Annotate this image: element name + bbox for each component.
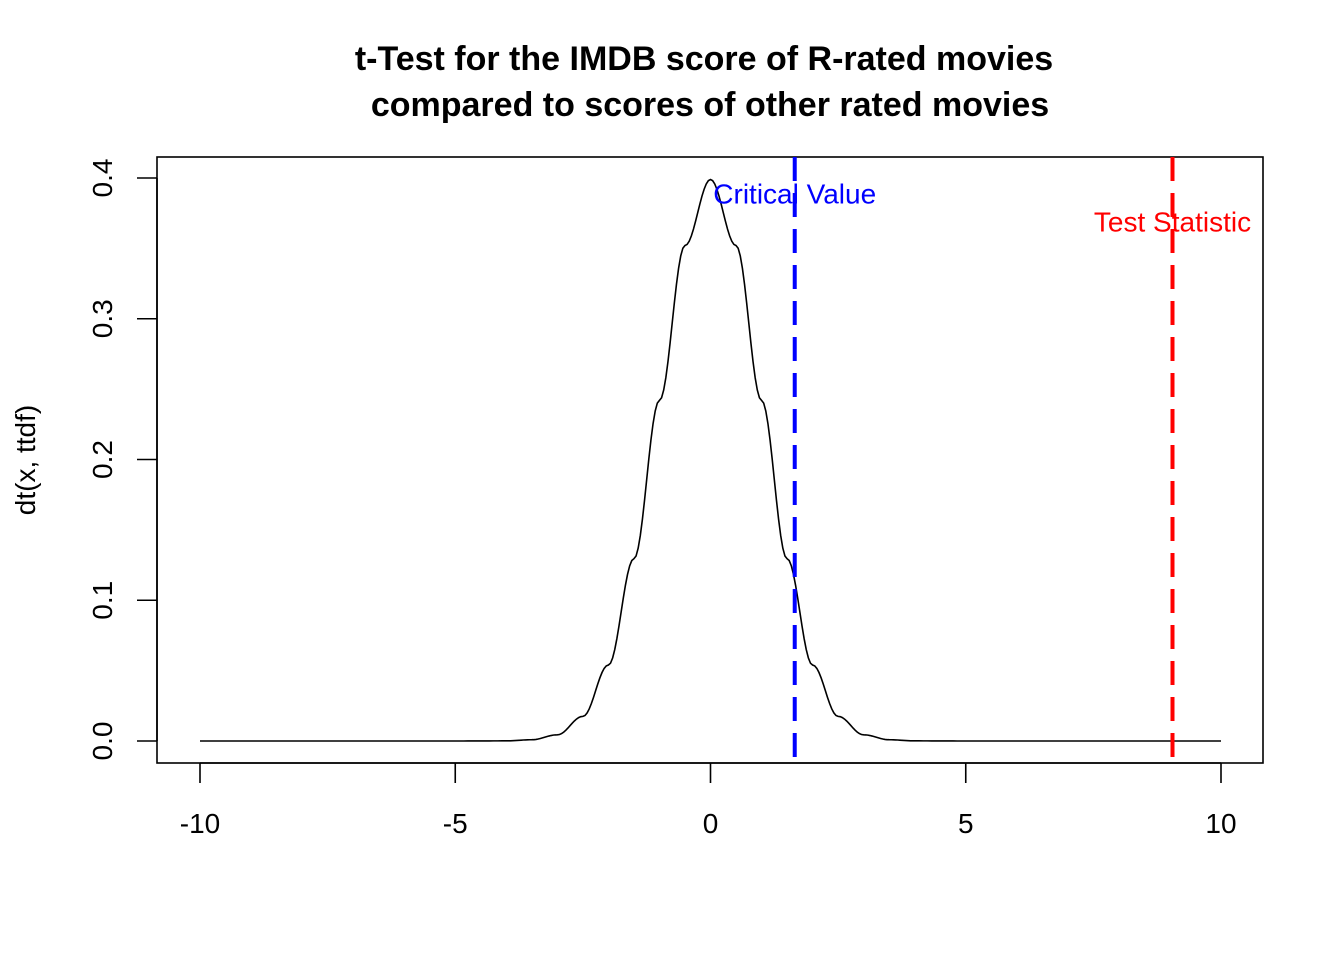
x-tick-label: 5 xyxy=(958,808,974,839)
y-tick-label: 0.3 xyxy=(87,299,118,338)
plot-frame xyxy=(156,156,1264,764)
chart-title-line-2: compared to scores of other rated movies xyxy=(371,86,1049,124)
density-curve xyxy=(200,178,1221,742)
x-tick-label: -10 xyxy=(180,808,220,839)
x-axis: -10 -5 0 5 10 xyxy=(180,762,1237,839)
x-tick-label: 0 xyxy=(703,808,719,839)
y-tick-label: 0.2 xyxy=(87,440,118,479)
x-tick-label: 10 xyxy=(1205,808,1236,839)
chart-title-line-1: t-Test for the IMDB score of R-rated mov… xyxy=(355,40,1053,78)
series-layer xyxy=(200,178,1221,742)
annotation-layer: Critical Value Test Statistic xyxy=(713,157,1251,763)
y-tick-label: 0.4 xyxy=(87,159,118,198)
y-axis: 0.0 0.1 0.2 0.3 0.4 xyxy=(87,159,158,761)
y-tick-label: 0.1 xyxy=(87,581,118,620)
annotation-label: Critical Value xyxy=(713,178,876,209)
y-axis-label: dt(x, ttdf) xyxy=(10,405,41,515)
annotation-label: Test Statistic xyxy=(1094,207,1251,238)
x-tick-label: -5 xyxy=(443,808,468,839)
y-tick-label: 0.0 xyxy=(87,722,118,761)
